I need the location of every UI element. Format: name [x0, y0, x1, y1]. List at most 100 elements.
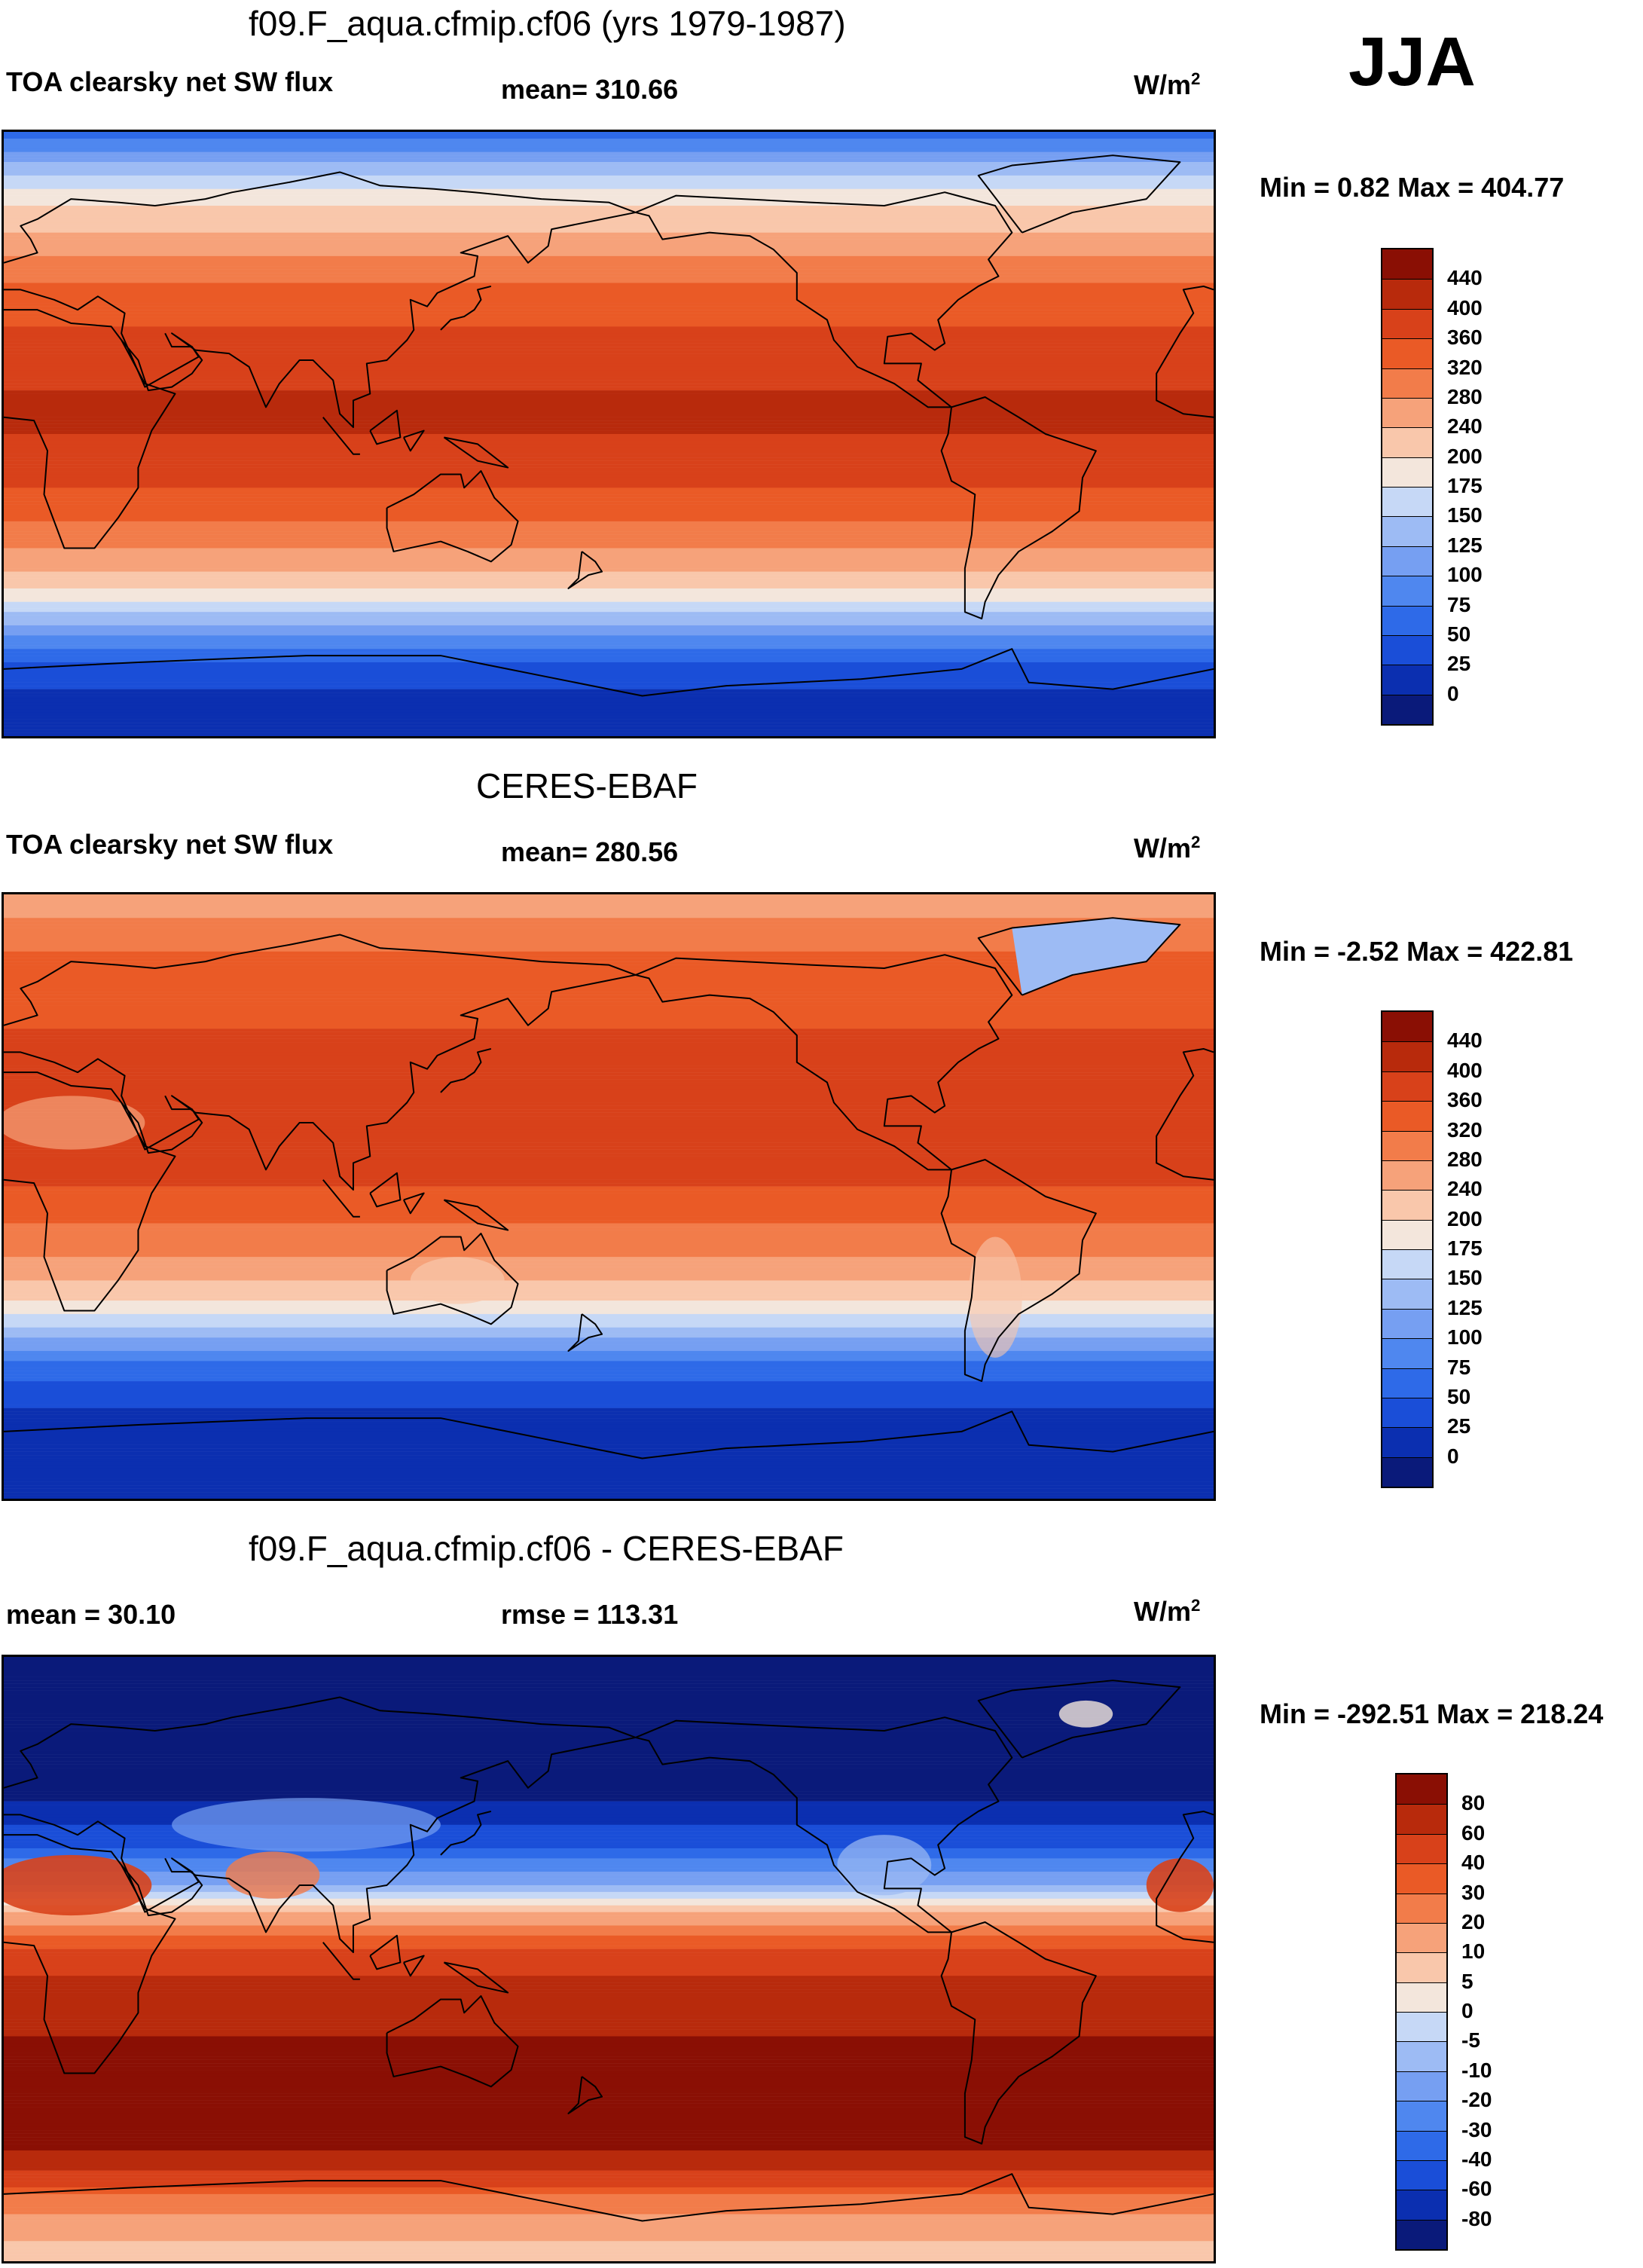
heatmap-band	[4, 1230, 1214, 1234]
panel1-color-bands	[4, 132, 1214, 736]
heatmap-band	[4, 582, 1214, 585]
coastline	[1156, 285, 1214, 418]
coastline	[322, 1179, 360, 1218]
heatmap-band	[4, 504, 1214, 509]
heatmap-band	[4, 931, 1214, 935]
heatmap-band	[4, 1935, 1214, 1939]
coastline	[940, 1921, 1097, 2145]
heatmap-band	[4, 329, 1214, 334]
panel3-coastlines	[4, 1680, 1214, 2222]
coastline	[567, 1313, 603, 1352]
heatmap-band	[4, 1116, 1214, 1120]
heatmap-band	[4, 1270, 1214, 1274]
heatmap-band	[4, 243, 1214, 246]
heatmap-band	[4, 1949, 1214, 1953]
heatmap-band	[4, 1223, 1214, 1227]
colorbar-tick-label: 0	[1461, 1999, 1474, 2022]
heatmap-band	[4, 524, 1214, 528]
colorbar-cell	[1397, 2190, 1446, 2220]
heatmap-band	[4, 1307, 1214, 1311]
heatmap-band	[4, 1858, 1214, 1863]
colorbar-tick-label: 320	[1447, 355, 1483, 379]
india-positive	[225, 1851, 320, 1899]
heatmap-band	[4, 2181, 1214, 2184]
heatmap-band	[4, 1757, 1214, 1762]
heatmap-band	[4, 712, 1214, 717]
heatmap-band	[4, 921, 1214, 925]
heatmap-band	[4, 276, 1214, 280]
heatmap-band	[4, 259, 1214, 263]
heatmap-band	[4, 340, 1214, 344]
heatmap-band	[4, 1673, 1214, 1677]
heatmap-band	[4, 679, 1214, 683]
heatmap-band	[4, 1996, 1214, 2000]
heatmap-band	[4, 1418, 1214, 1422]
panel2-left-label: TOA clearsky net SW flux	[6, 829, 334, 860]
heatmap-band	[4, 1122, 1214, 1126]
heatmap-band	[4, 2107, 1214, 2111]
heatmap-band	[4, 1357, 1214, 1362]
panel1-units: W/m2	[1134, 69, 1201, 100]
heatmap-band	[4, 1932, 1214, 1936]
heatmap-band	[4, 359, 1214, 364]
colorbar-tick-label: 440	[1447, 266, 1483, 290]
heatmap-band	[4, 1220, 1214, 1224]
heatmap-band	[4, 2130, 1214, 2134]
heatmap-band	[4, 622, 1214, 626]
heatmap-band	[4, 1337, 1214, 1341]
heatmap-band	[4, 548, 1214, 552]
heatmap-band	[4, 1925, 1214, 1930]
heatmap-band	[4, 1334, 1214, 1338]
panel3-map	[2, 1655, 1216, 2263]
coastline	[4, 309, 176, 549]
heatmap-band	[4, 941, 1214, 946]
heatmap-band	[4, 598, 1214, 603]
heatmap-band	[4, 1905, 1214, 1909]
coastline	[4, 1834, 176, 2074]
colorbar-cell	[1397, 2012, 1446, 2042]
colorbar-cell	[1382, 1338, 1432, 1368]
heatmap-band	[4, 662, 1214, 666]
heatmap-band	[4, 2053, 1214, 2057]
heatmap-band	[4, 1821, 1214, 1826]
heatmap-band	[4, 1875, 1214, 1879]
heatmap-band	[4, 2234, 1214, 2239]
heatmap-band	[4, 1909, 1214, 1912]
heatmap-band	[4, 1768, 1214, 1771]
heatmap-band	[4, 212, 1214, 216]
heatmap-band	[4, 1361, 1214, 1365]
heatmap-band	[4, 511, 1214, 515]
heatmap-band	[4, 316, 1214, 320]
heatmap-band	[4, 1172, 1214, 1177]
heatmap-band	[4, 1884, 1214, 1889]
colorbar-tick-label: 100	[1447, 563, 1483, 587]
heatmap-band	[4, 988, 1214, 992]
heatmap-band	[4, 380, 1214, 384]
colorbar-cell	[1382, 1279, 1432, 1309]
heatmap-band	[4, 1495, 1214, 1499]
heatmap-band	[4, 729, 1214, 733]
heatmap-band	[4, 726, 1214, 730]
panel1-minmax: Min = 0.82 Max = 404.77	[1260, 172, 1565, 203]
heatmap-band	[4, 1079, 1214, 1083]
heatmap-band	[4, 1891, 1214, 1896]
heatmap-band	[4, 1784, 1214, 1788]
heatmap-band	[4, 1872, 1214, 1875]
colorbar-cell	[1382, 1160, 1432, 1191]
colorbar-tick-label: 0	[1447, 1444, 1459, 1468]
heatmap-band	[4, 1750, 1214, 1755]
heatmap-band	[4, 578, 1214, 582]
heatmap-band	[4, 336, 1214, 341]
heatmap-band	[4, 1290, 1214, 1294]
heatmap-band	[4, 1153, 1214, 1157]
heatmap-band	[4, 642, 1214, 646]
heatmap-band	[4, 1257, 1214, 1261]
heatmap-band	[4, 971, 1214, 976]
heatmap-band	[4, 1085, 1214, 1090]
coastline	[443, 1199, 509, 1231]
heatmap-band	[4, 1955, 1214, 1960]
heatmap-band	[4, 1324, 1214, 1328]
colorbar-tick-label: 50	[1447, 1384, 1471, 1408]
heatmap-band	[4, 266, 1214, 270]
coastline	[386, 470, 519, 563]
